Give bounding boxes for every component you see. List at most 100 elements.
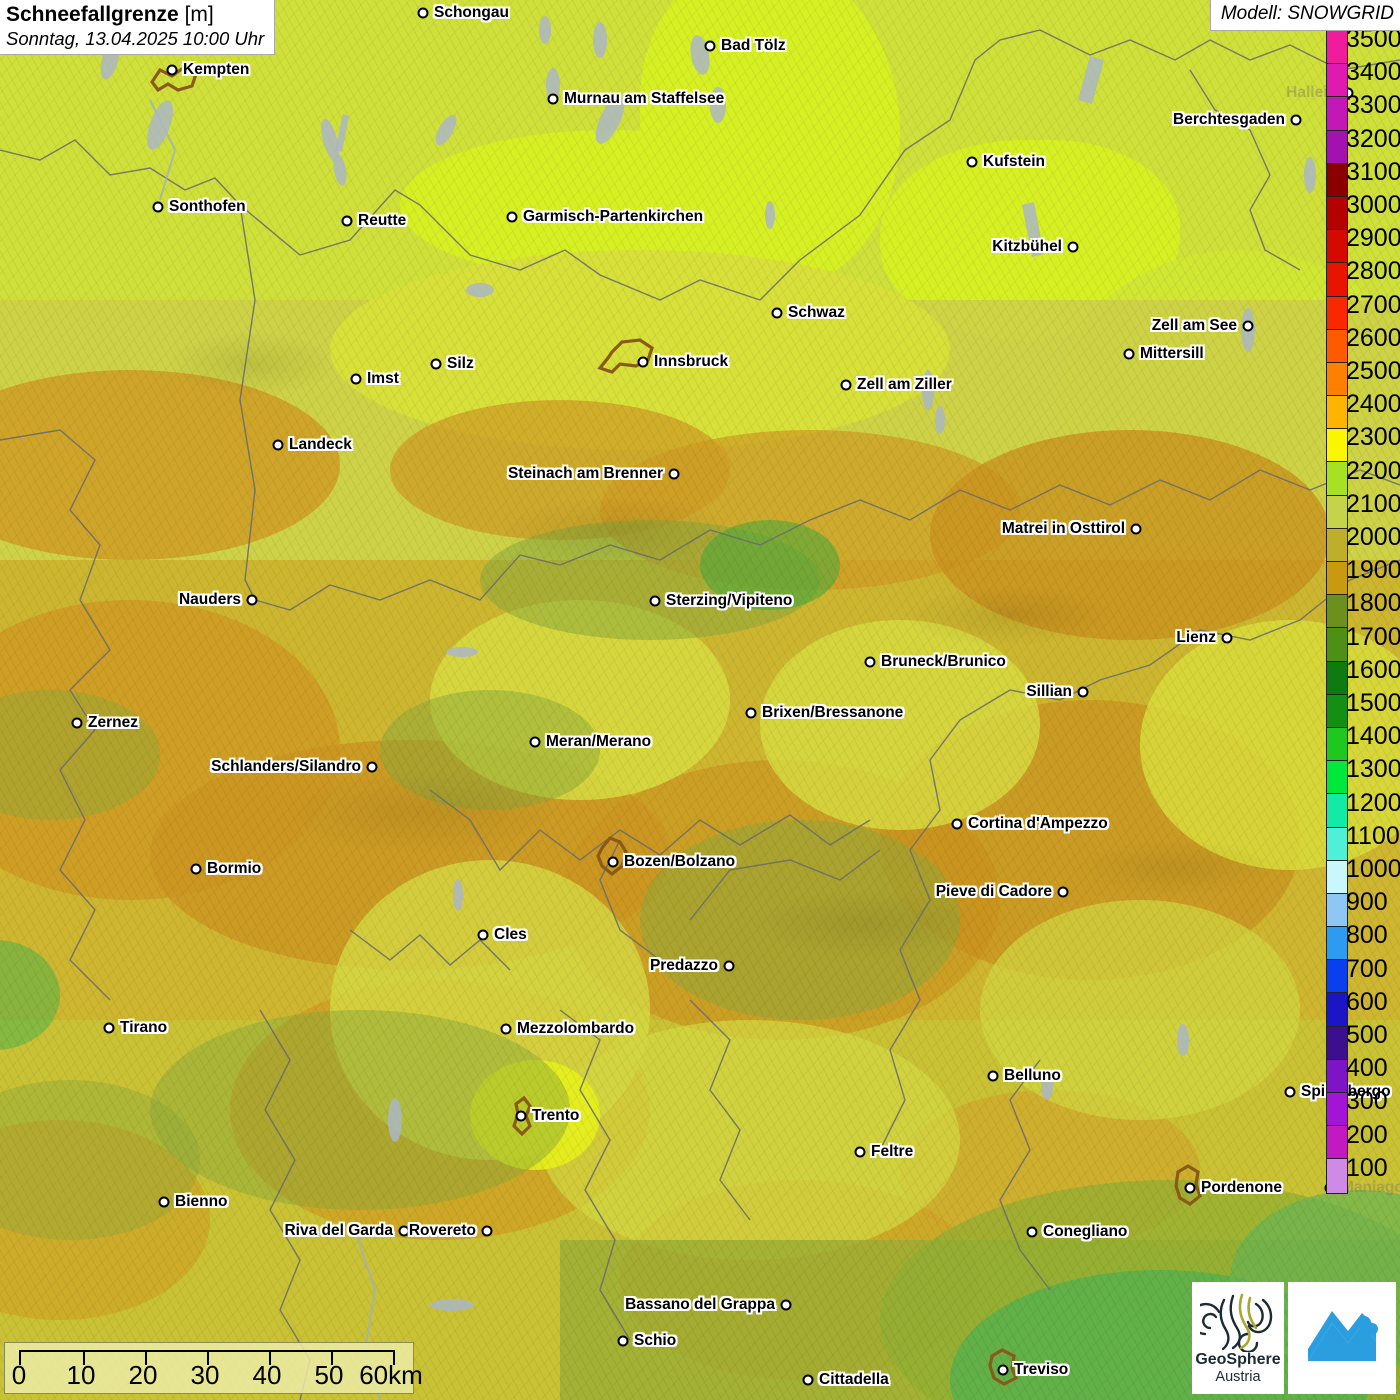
city-dot-icon <box>745 707 757 719</box>
city-label: Riva del Garda <box>284 1222 393 1239</box>
patch-1800-b <box>700 520 840 610</box>
city-dot-icon <box>166 64 178 76</box>
city-dot-icon <box>515 1110 527 1122</box>
city-label: Meran/Merano <box>546 733 652 750</box>
city-label: Mezzolombardo <box>517 1020 635 1037</box>
city-dot-icon <box>864 656 876 668</box>
city-label: Sonthofen <box>169 198 246 215</box>
city-dot-icon <box>481 1225 493 1237</box>
colorbar-swatch-1500 <box>1327 694 1347 728</box>
city-dot-icon <box>1221 632 1233 644</box>
city-label: Kempten <box>183 61 250 78</box>
colorbar-swatch-3100 <box>1327 163 1347 197</box>
city-dot-icon <box>617 1335 629 1347</box>
geosphere-austria-logo[interactable]: GeoSphere Austria <box>1192 1282 1284 1394</box>
city-label: Zell am Ziller <box>857 376 952 393</box>
scale-bar-numbers: 0 10 20 30 40 50 60km <box>5 1360 423 1390</box>
colorbar-swatch-2600 <box>1327 329 1347 363</box>
scale-label-30: 30 <box>190 1360 220 1390</box>
colorbar-tick-2100: 2100 <box>1346 489 1400 518</box>
colorbar-tick-800: 800 <box>1346 921 1388 950</box>
city-dot-icon <box>529 736 541 748</box>
city-label: Hallein <box>1286 84 1337 101</box>
city-dot-icon <box>1057 886 1069 898</box>
city-dot-icon <box>103 1022 115 1034</box>
city-dot-icon <box>780 1299 792 1311</box>
colorbar-swatch-2700 <box>1327 296 1347 330</box>
city-dot-icon <box>1026 1226 1038 1238</box>
city-dot-icon <box>190 863 202 875</box>
colorbar-swatch-2400 <box>1327 396 1347 430</box>
mountain-chevron-icon <box>1308 1311 1378 1361</box>
city-dot-icon <box>987 1070 999 1082</box>
colorbar-swatch-600 <box>1327 993 1347 1027</box>
colorbar-swatch-1200 <box>1327 794 1347 828</box>
colorbar-tick-1400: 1400 <box>1346 722 1400 751</box>
colorbar-tick-700: 700 <box>1346 954 1388 983</box>
city-label: Murnau am Staffelsee <box>564 90 725 107</box>
city-dot-icon <box>1242 320 1254 332</box>
city-label: Schlanders/Silandro <box>211 758 361 775</box>
city-dot-icon <box>1184 1182 1196 1194</box>
city-label: Predazzo <box>649 957 718 974</box>
patch-2100-f <box>980 900 1300 1120</box>
colorbar-swatch-3500 <box>1327 31 1347 65</box>
scale-label-0: 0 <box>11 1360 27 1390</box>
city-label: Kitzbühel <box>992 238 1062 255</box>
city-dot-icon <box>1067 241 1079 253</box>
colorbar-tick-2400: 2400 <box>1346 390 1400 419</box>
scale-bar: 0 10 20 30 40 50 60km <box>4 1342 423 1394</box>
city-label: Innsbruck <box>654 353 729 370</box>
colorbar-swatch-2000 <box>1327 528 1347 562</box>
colorbar-swatch-2800 <box>1327 263 1347 297</box>
city-label: Conegliano <box>1043 1223 1128 1240</box>
city-dot-icon <box>802 1374 814 1386</box>
city-label: Maniago <box>1341 1179 1400 1196</box>
city-dot-icon <box>840 379 852 391</box>
city-label: Lienz <box>1176 629 1216 646</box>
city-label: Bienno <box>175 1193 228 1210</box>
mountain-logo[interactable] <box>1288 1282 1396 1394</box>
colorbar-swatch-3400 <box>1327 64 1347 98</box>
city-label: Zell am See <box>1151 317 1237 334</box>
colorbar-tick-300: 300 <box>1346 1087 1388 1116</box>
colorbar-tick-2900: 2900 <box>1346 224 1400 253</box>
city-label: Kufstein <box>983 153 1045 170</box>
colorbar-swatch-1400 <box>1327 727 1347 762</box>
page-title: Schneefallgrenze [m] <box>6 3 264 27</box>
patch-2100-c <box>1140 620 1400 870</box>
colorbar-tick-labels: 3500 3400 3300 3200 3100 3000 2900 2800 2700 2600… <box>1344 27 1400 1230</box>
parameter-name: Schneefallgrenze <box>6 3 179 26</box>
colorbar-swatch-1300 <box>1327 761 1347 795</box>
city-dot-icon <box>607 856 619 868</box>
scale-tick-40 <box>269 1352 271 1365</box>
colorbar-tick-1800: 1800 <box>1346 589 1400 618</box>
city-dot-icon <box>547 93 559 105</box>
colorbar-swatch-700 <box>1327 960 1347 994</box>
patch-2300-trento <box>470 1060 600 1170</box>
colorbar-tick-3200: 3200 <box>1346 124 1400 153</box>
colorbar-swatch-3200 <box>1327 130 1347 164</box>
colorbar-tick-2300: 2300 <box>1346 423 1400 452</box>
city-dot-icon <box>366 761 378 773</box>
city-label: Steinach am Brenner <box>507 465 663 482</box>
city-label: Feltre <box>871 1143 914 1160</box>
city-label: Trento <box>532 1107 580 1124</box>
patch-1800-g <box>0 1080 200 1240</box>
colorbar-swatch-2300 <box>1327 429 1347 463</box>
colorbar-tick-2000: 2000 <box>1346 523 1400 551</box>
colorbar-tick-1500: 1500 <box>1346 689 1400 717</box>
city-label: Bad Tölz <box>721 37 786 54</box>
city-label: Bassano del Grappa <box>625 1296 775 1313</box>
colorbar-tick-100: 100 <box>1346 1153 1388 1182</box>
colorbar-tick-1900: 1900 <box>1346 556 1400 585</box>
city-dot-icon <box>500 1023 512 1035</box>
city-dot-icon <box>704 40 716 52</box>
patch-1800-e <box>640 820 960 1020</box>
city-label: Mittersill <box>1140 345 1204 362</box>
city-label: Pordenone <box>1201 1179 1282 1196</box>
scale-tick-30 <box>207 1352 209 1365</box>
colorbar-swatch-2100 <box>1327 495 1347 529</box>
